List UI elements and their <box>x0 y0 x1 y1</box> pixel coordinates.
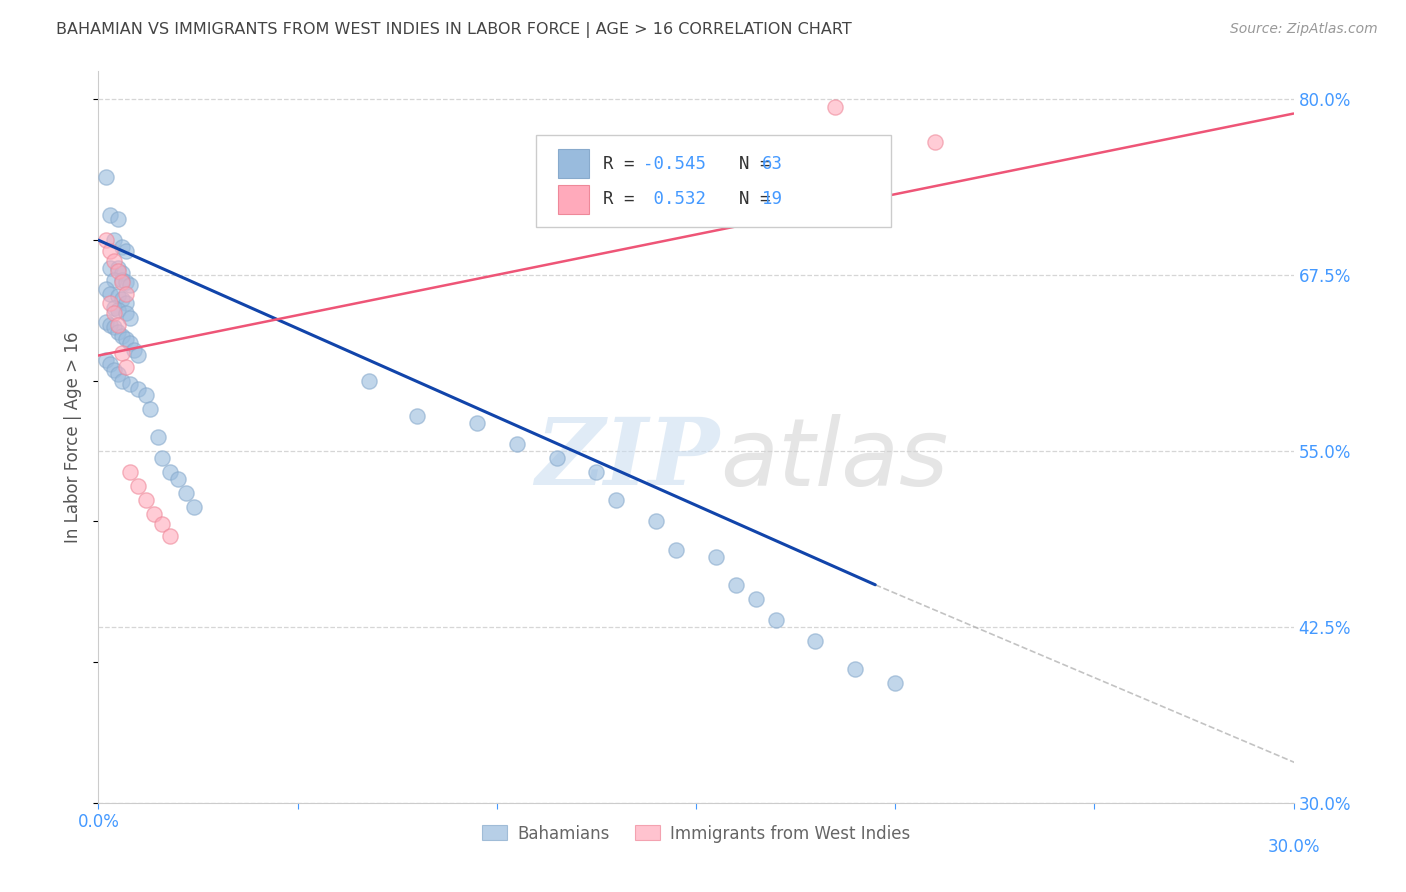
Point <box>824 99 846 113</box>
Point <box>96 315 118 329</box>
Point <box>148 430 170 444</box>
Point <box>127 382 149 396</box>
Point <box>107 303 129 318</box>
Text: ZIP: ZIP <box>536 414 720 504</box>
Point <box>115 296 138 310</box>
Point <box>124 343 146 357</box>
Point <box>465 416 488 430</box>
Point <box>98 296 122 310</box>
Point <box>103 233 125 247</box>
Point <box>96 233 118 247</box>
Point <box>103 301 125 315</box>
Text: 0.532: 0.532 <box>643 190 706 208</box>
Point <box>506 437 529 451</box>
Point <box>107 264 129 278</box>
Point <box>120 335 142 350</box>
Point <box>605 493 627 508</box>
Point <box>150 517 173 532</box>
Point <box>183 500 205 515</box>
Point <box>96 352 118 367</box>
Point <box>96 169 118 184</box>
Point <box>120 376 142 391</box>
Point <box>107 289 129 303</box>
Point <box>167 472 190 486</box>
Point <box>143 508 166 522</box>
Text: R =: R = <box>603 190 645 208</box>
Point <box>174 486 197 500</box>
Point <box>107 325 129 339</box>
Point <box>645 515 668 529</box>
Point <box>127 479 149 493</box>
Y-axis label: In Labor Force | Age > 16: In Labor Force | Age > 16 <box>65 331 83 543</box>
Point <box>98 318 122 332</box>
Point <box>107 261 129 276</box>
Point <box>98 208 122 222</box>
Point <box>804 634 827 648</box>
Point <box>765 613 787 627</box>
Point <box>107 318 129 332</box>
Point <box>111 276 134 290</box>
Point <box>120 465 142 479</box>
Point <box>139 401 162 416</box>
Point <box>924 135 946 149</box>
Point <box>665 542 688 557</box>
Point <box>120 278 142 293</box>
Text: N =: N = <box>718 154 782 173</box>
Point <box>884 676 907 690</box>
Point <box>120 310 142 325</box>
Text: BAHAMIAN VS IMMIGRANTS FROM WEST INDIES IN LABOR FORCE | AGE > 16 CORRELATION CH: BAHAMIAN VS IMMIGRANTS FROM WEST INDIES … <box>56 22 852 38</box>
Point <box>103 320 125 334</box>
Point <box>724 578 747 592</box>
Point <box>111 240 134 254</box>
Point <box>406 409 429 423</box>
Text: atlas: atlas <box>720 414 948 505</box>
Point <box>107 367 129 381</box>
Text: R =: R = <box>603 154 645 173</box>
Point <box>103 254 125 268</box>
Point <box>111 345 134 359</box>
Point <box>135 493 157 508</box>
Point <box>111 328 134 343</box>
Point <box>115 276 138 290</box>
Point <box>359 374 381 388</box>
Point <box>111 266 134 280</box>
Text: -0.545: -0.545 <box>643 154 706 173</box>
Text: 63: 63 <box>762 154 783 173</box>
Point <box>844 662 866 676</box>
Point <box>115 332 138 346</box>
Point <box>103 272 125 286</box>
Text: 19: 19 <box>762 190 783 208</box>
Point <box>98 357 122 371</box>
Legend: Bahamians, Immigrants from West Indies: Bahamians, Immigrants from West Indies <box>475 818 917 849</box>
Point <box>585 465 607 479</box>
Point <box>546 451 568 466</box>
Point <box>150 451 173 466</box>
Point <box>115 359 138 374</box>
Point <box>115 286 138 301</box>
Point <box>98 244 122 259</box>
Point <box>159 465 181 479</box>
Point <box>135 388 157 402</box>
Point <box>96 282 118 296</box>
Point <box>111 292 134 306</box>
Point <box>111 272 134 286</box>
Point <box>704 549 727 564</box>
Text: N =: N = <box>718 190 782 208</box>
Point <box>98 286 122 301</box>
Point <box>103 362 125 376</box>
Text: 30.0%: 30.0% <box>1267 838 1320 856</box>
Point <box>127 349 149 363</box>
Text: Source: ZipAtlas.com: Source: ZipAtlas.com <box>1230 22 1378 37</box>
Point <box>111 374 134 388</box>
Point <box>103 306 125 320</box>
Point <box>745 591 768 606</box>
Point <box>159 528 181 542</box>
Point <box>98 261 122 276</box>
Point <box>107 212 129 227</box>
Point <box>115 306 138 320</box>
Point <box>115 244 138 259</box>
